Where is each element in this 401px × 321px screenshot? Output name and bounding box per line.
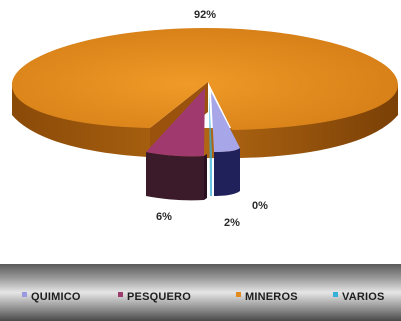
legend-item-quimico: QUIMICO (22, 291, 81, 303)
slice-quimico-top (211, 92, 240, 152)
legend-item-varios: VARIOS (333, 291, 385, 303)
slice-mineros (12, 28, 398, 159)
legend-swatch-mineros (236, 292, 241, 297)
label-varios: 0% (252, 200, 268, 212)
slice-pesquero-front (146, 152, 204, 201)
label-mineros: 92% (194, 9, 216, 21)
legend-swatch-varios (333, 292, 338, 297)
legend-label-quimico: QUIMICO (31, 291, 81, 303)
slice-mineros-side (12, 85, 398, 159)
slice-varios (209, 92, 212, 196)
slice-pesquero-side (204, 154, 207, 200)
slice-pesquero (146, 88, 207, 201)
legend-label-varios: VARIOS (342, 291, 385, 303)
label-quimico: 2% (224, 217, 240, 229)
slice-pesquero-top (146, 88, 205, 157)
slice-quimico (211, 92, 240, 196)
legend: QUIMICO PESQUERO MINEROS VARIOS (0, 264, 401, 321)
slice-quimico-front (214, 148, 240, 196)
legend-swatch-pesquero (118, 292, 123, 297)
label-pesquero: 6% (156, 211, 172, 223)
legend-swatch-quimico (22, 292, 27, 297)
slice-mineros-top (12, 28, 398, 130)
legend-item-mineros: MINEROS (236, 291, 298, 303)
legend-label-mineros: MINEROS (245, 291, 298, 303)
legend-label-pesquero: PESQUERO (127, 291, 191, 303)
legend-item-pesquero: PESQUERO (118, 291, 191, 303)
